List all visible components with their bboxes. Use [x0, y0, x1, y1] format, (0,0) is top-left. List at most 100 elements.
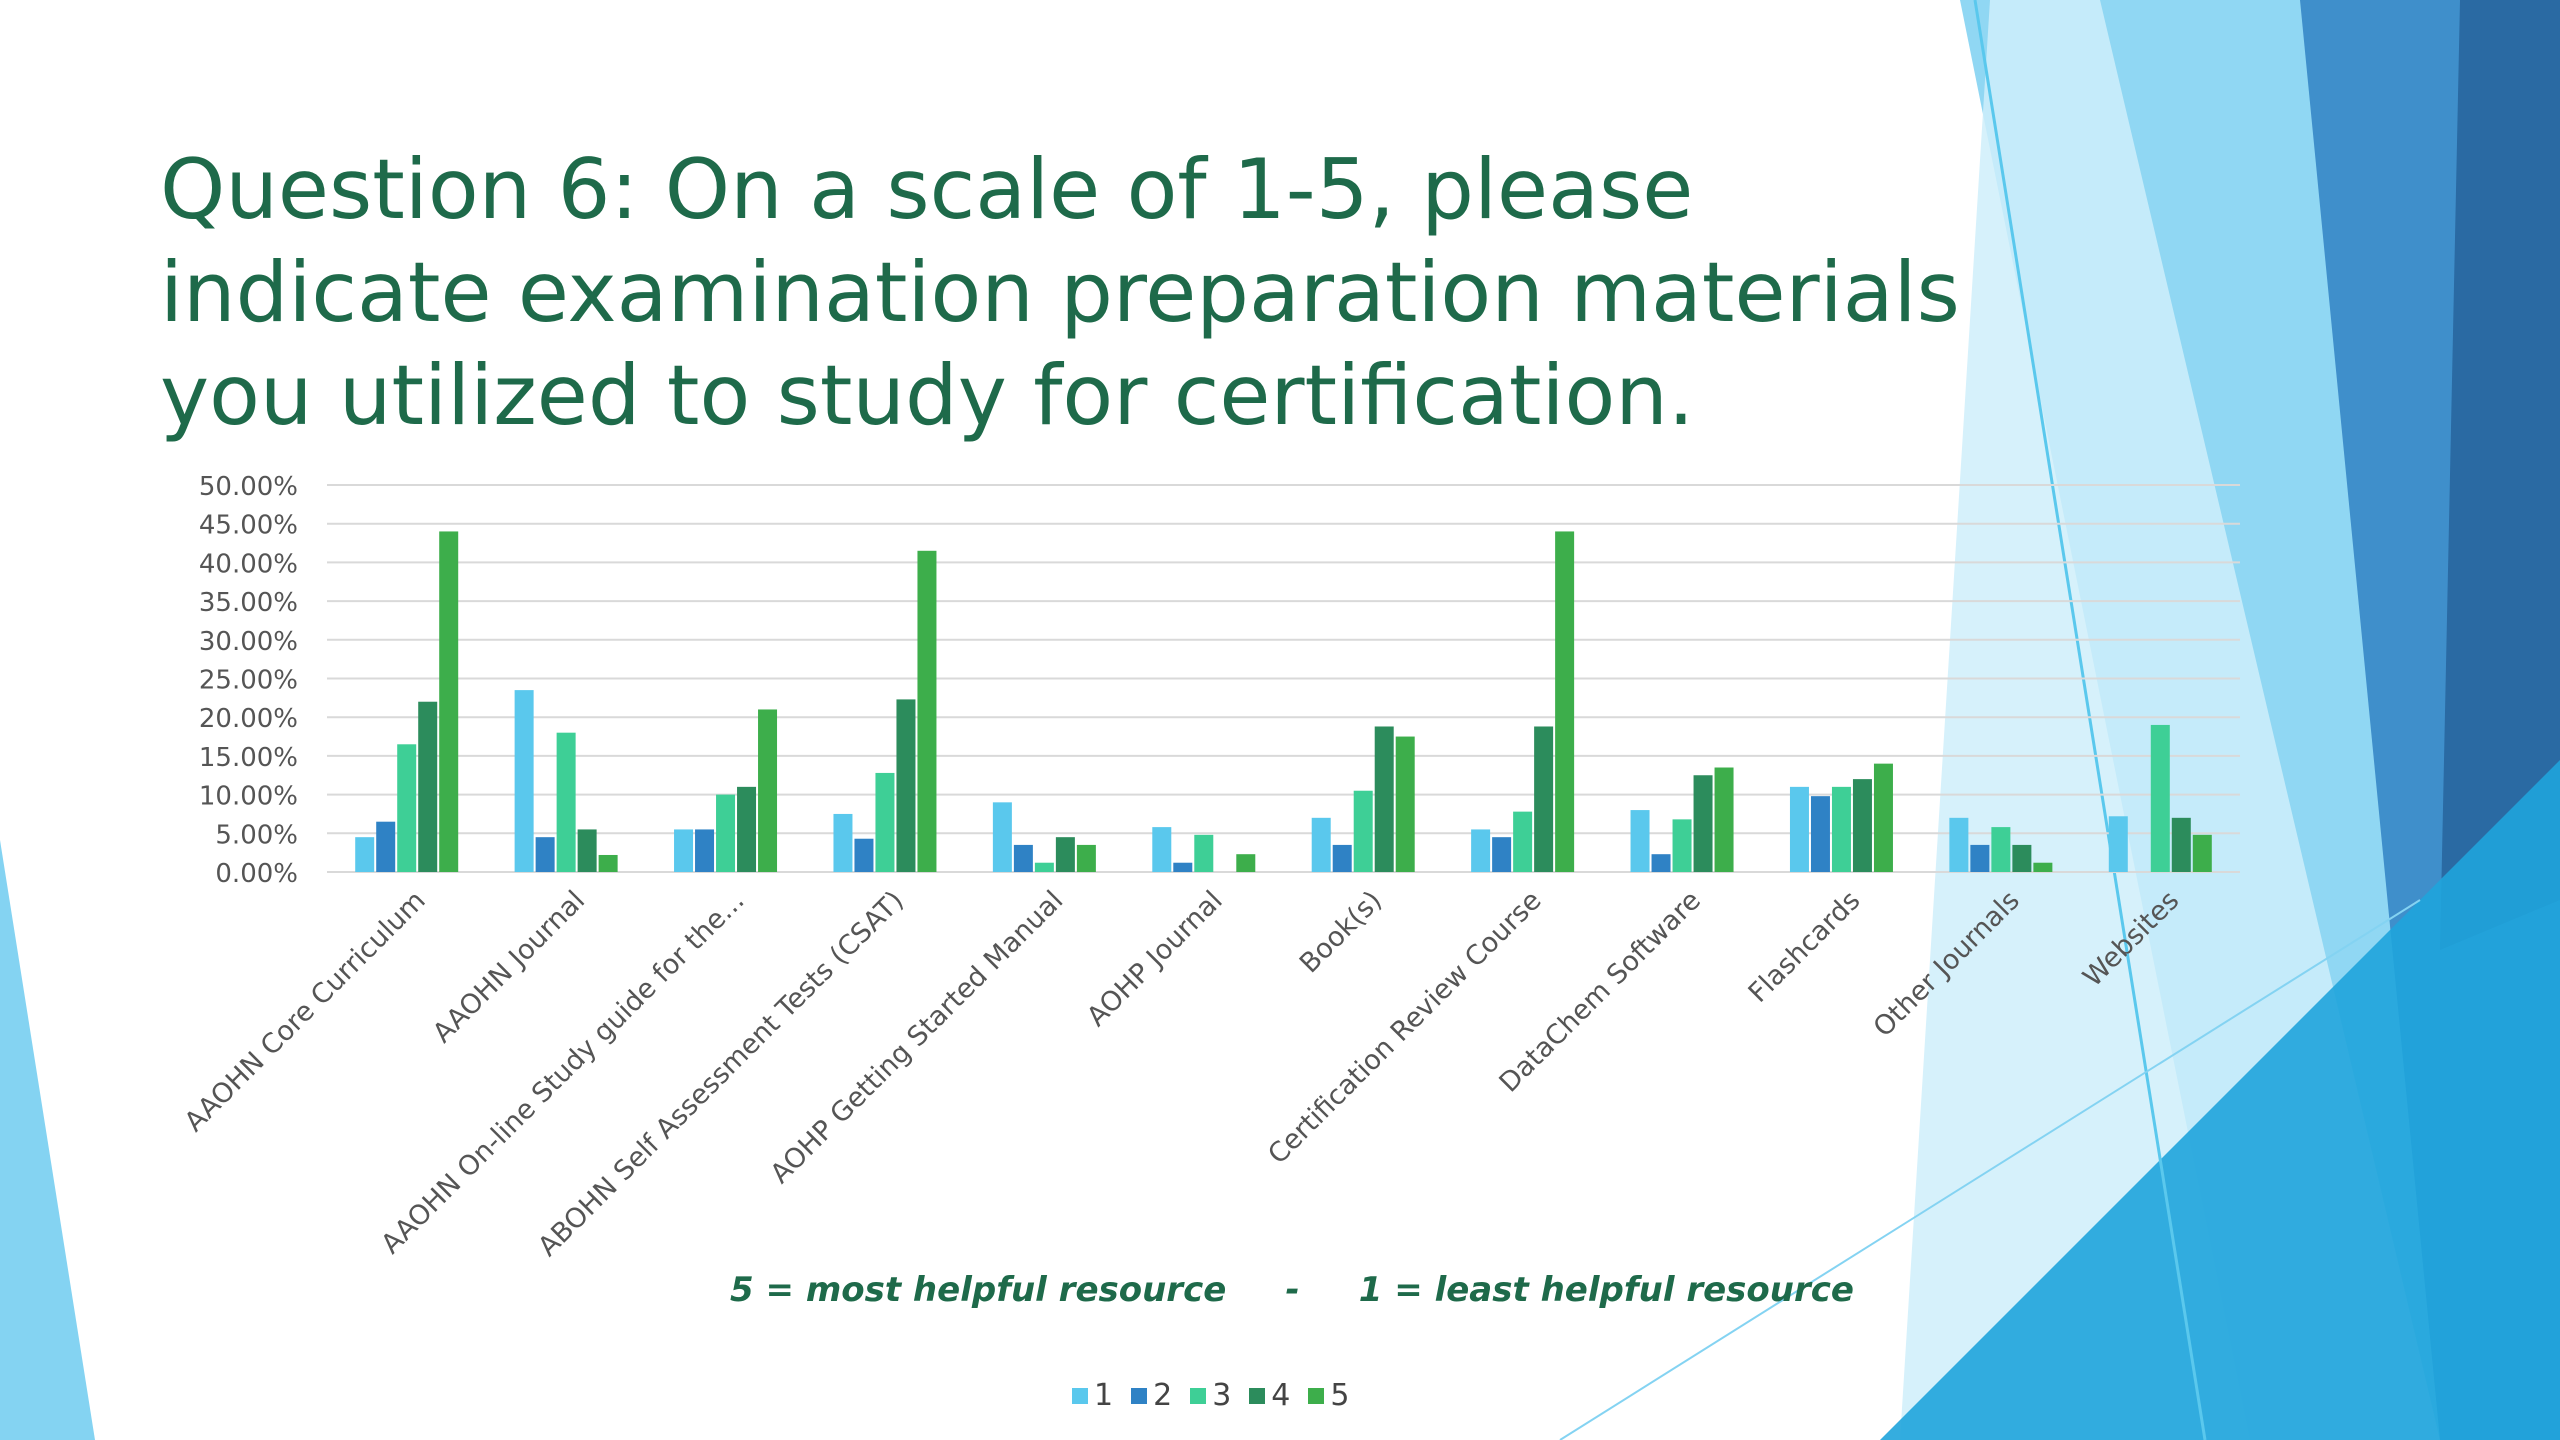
bar: [1055, 837, 1075, 872]
bar: [1152, 827, 1172, 872]
bar: [1693, 775, 1713, 872]
legend-swatch: [1131, 1387, 1148, 1404]
bar: [1173, 862, 1193, 872]
y-tick-label: 45.00%: [199, 511, 298, 541]
bar: [439, 531, 459, 872]
legend-swatch: [1308, 1387, 1325, 1404]
bar: [2108, 816, 2128, 872]
bar: [1672, 819, 1692, 872]
legend-item: 1: [1072, 1378, 1113, 1413]
legend-swatch: [1190, 1387, 1207, 1404]
bar: [1789, 786, 1809, 872]
bar: [1831, 786, 1851, 872]
bar: [1332, 844, 1352, 872]
bar: [1852, 779, 1872, 872]
y-tick-label: 40.00%: [199, 549, 298, 579]
legend-label: 5: [1330, 1378, 1350, 1413]
x-category-label: Certification Review Course: [1262, 885, 1547, 1170]
bar: [917, 550, 937, 872]
bar: [2012, 844, 2032, 872]
bar: [1311, 817, 1331, 872]
legend-label: 1: [1094, 1378, 1114, 1413]
bar: [514, 690, 534, 872]
y-tick-label: 30.00%: [199, 627, 298, 657]
scale-note: 5 = most helpful resource - 1 = least he…: [730, 1270, 1854, 1310]
x-category-label: Websites: [2077, 885, 2185, 993]
bar: [1991, 827, 2011, 872]
bar: [1194, 834, 1214, 872]
legend-item: 5: [1308, 1378, 1349, 1413]
y-tick-label: 50.00%: [199, 472, 298, 502]
x-category-label: AAOHN Core Curriculum: [179, 885, 432, 1138]
y-tick-label: 35.00%: [199, 588, 298, 618]
chart-legend: 1 2 3 4 5: [1072, 1378, 1349, 1413]
legend-label: 3: [1212, 1378, 1232, 1413]
bar: [674, 829, 694, 872]
bar: [1395, 736, 1415, 872]
legend-swatch: [1072, 1387, 1088, 1404]
y-tick-label: 25.00%: [199, 666, 298, 696]
legend-label: 4: [1271, 1378, 1291, 1413]
bar: [1236, 854, 1256, 872]
bar: [896, 699, 916, 872]
bar: [2150, 724, 2170, 872]
x-category-label: AOHP Journal: [1081, 885, 1229, 1033]
x-category-label: Flashcards: [1743, 885, 1867, 1009]
bar: [1630, 810, 1650, 872]
bar: [556, 732, 576, 872]
x-category-label: AOHP Getting Started Manual: [765, 885, 1070, 1190]
x-category-label: ABOHN Self Assessment Tests (CSAT): [532, 885, 910, 1263]
bar: [1374, 726, 1394, 872]
y-tick-label: 20.00%: [199, 704, 298, 734]
bar: [695, 829, 715, 872]
y-tick-label: 10.00%: [199, 782, 298, 812]
bar: [376, 821, 396, 872]
bar: [535, 837, 555, 872]
bar: [2192, 834, 2212, 872]
bar: [854, 838, 874, 872]
y-tick-label: 15.00%: [199, 743, 298, 773]
slide-title: Question 6: On a scale of 1-5, please in…: [160, 141, 1960, 444]
bar: [1555, 531, 1575, 872]
bar: [1970, 844, 1990, 872]
bar: [397, 744, 417, 872]
bar: [716, 794, 736, 872]
bar: [1810, 796, 1830, 872]
y-tick-label: 0.00%: [215, 859, 298, 889]
bar: [2171, 817, 2191, 872]
legend-item: 2: [1131, 1378, 1172, 1413]
bar: [1076, 844, 1096, 872]
deco-thin-line: [1973, 0, 2207, 1440]
deco-bright-wedge: [1880, 760, 2560, 1440]
bar: [737, 786, 757, 872]
bar: [758, 709, 778, 872]
bar: [577, 829, 597, 872]
bar: [1534, 726, 1554, 872]
bar: [2033, 862, 2053, 872]
deco-thin-line-2: [1559, 899, 2421, 1440]
legend-swatch: [1249, 1387, 1266, 1404]
x-category-label: AAOHN On-line Study guide for the...: [375, 885, 750, 1260]
bar: [1471, 829, 1491, 872]
legend-item: 4: [1249, 1378, 1290, 1413]
bar: [992, 802, 1012, 872]
bar: [1714, 767, 1734, 872]
bar: [1492, 837, 1512, 872]
bar: [1513, 811, 1533, 872]
bar: [1651, 854, 1671, 872]
bar: [1353, 790, 1373, 872]
bar: [1034, 862, 1054, 872]
x-category-label: Other Journals: [1868, 885, 2026, 1043]
bar: [418, 701, 438, 872]
bar: [355, 837, 375, 872]
bar: [1949, 817, 1969, 872]
legend-label: 2: [1153, 1378, 1173, 1413]
x-category-label: Book(s): [1294, 885, 1388, 979]
bar: [875, 772, 895, 872]
deco-left-sliver: [0, 840, 95, 1440]
bar: [598, 854, 618, 872]
bar: [1013, 844, 1033, 872]
bar: [833, 813, 853, 872]
